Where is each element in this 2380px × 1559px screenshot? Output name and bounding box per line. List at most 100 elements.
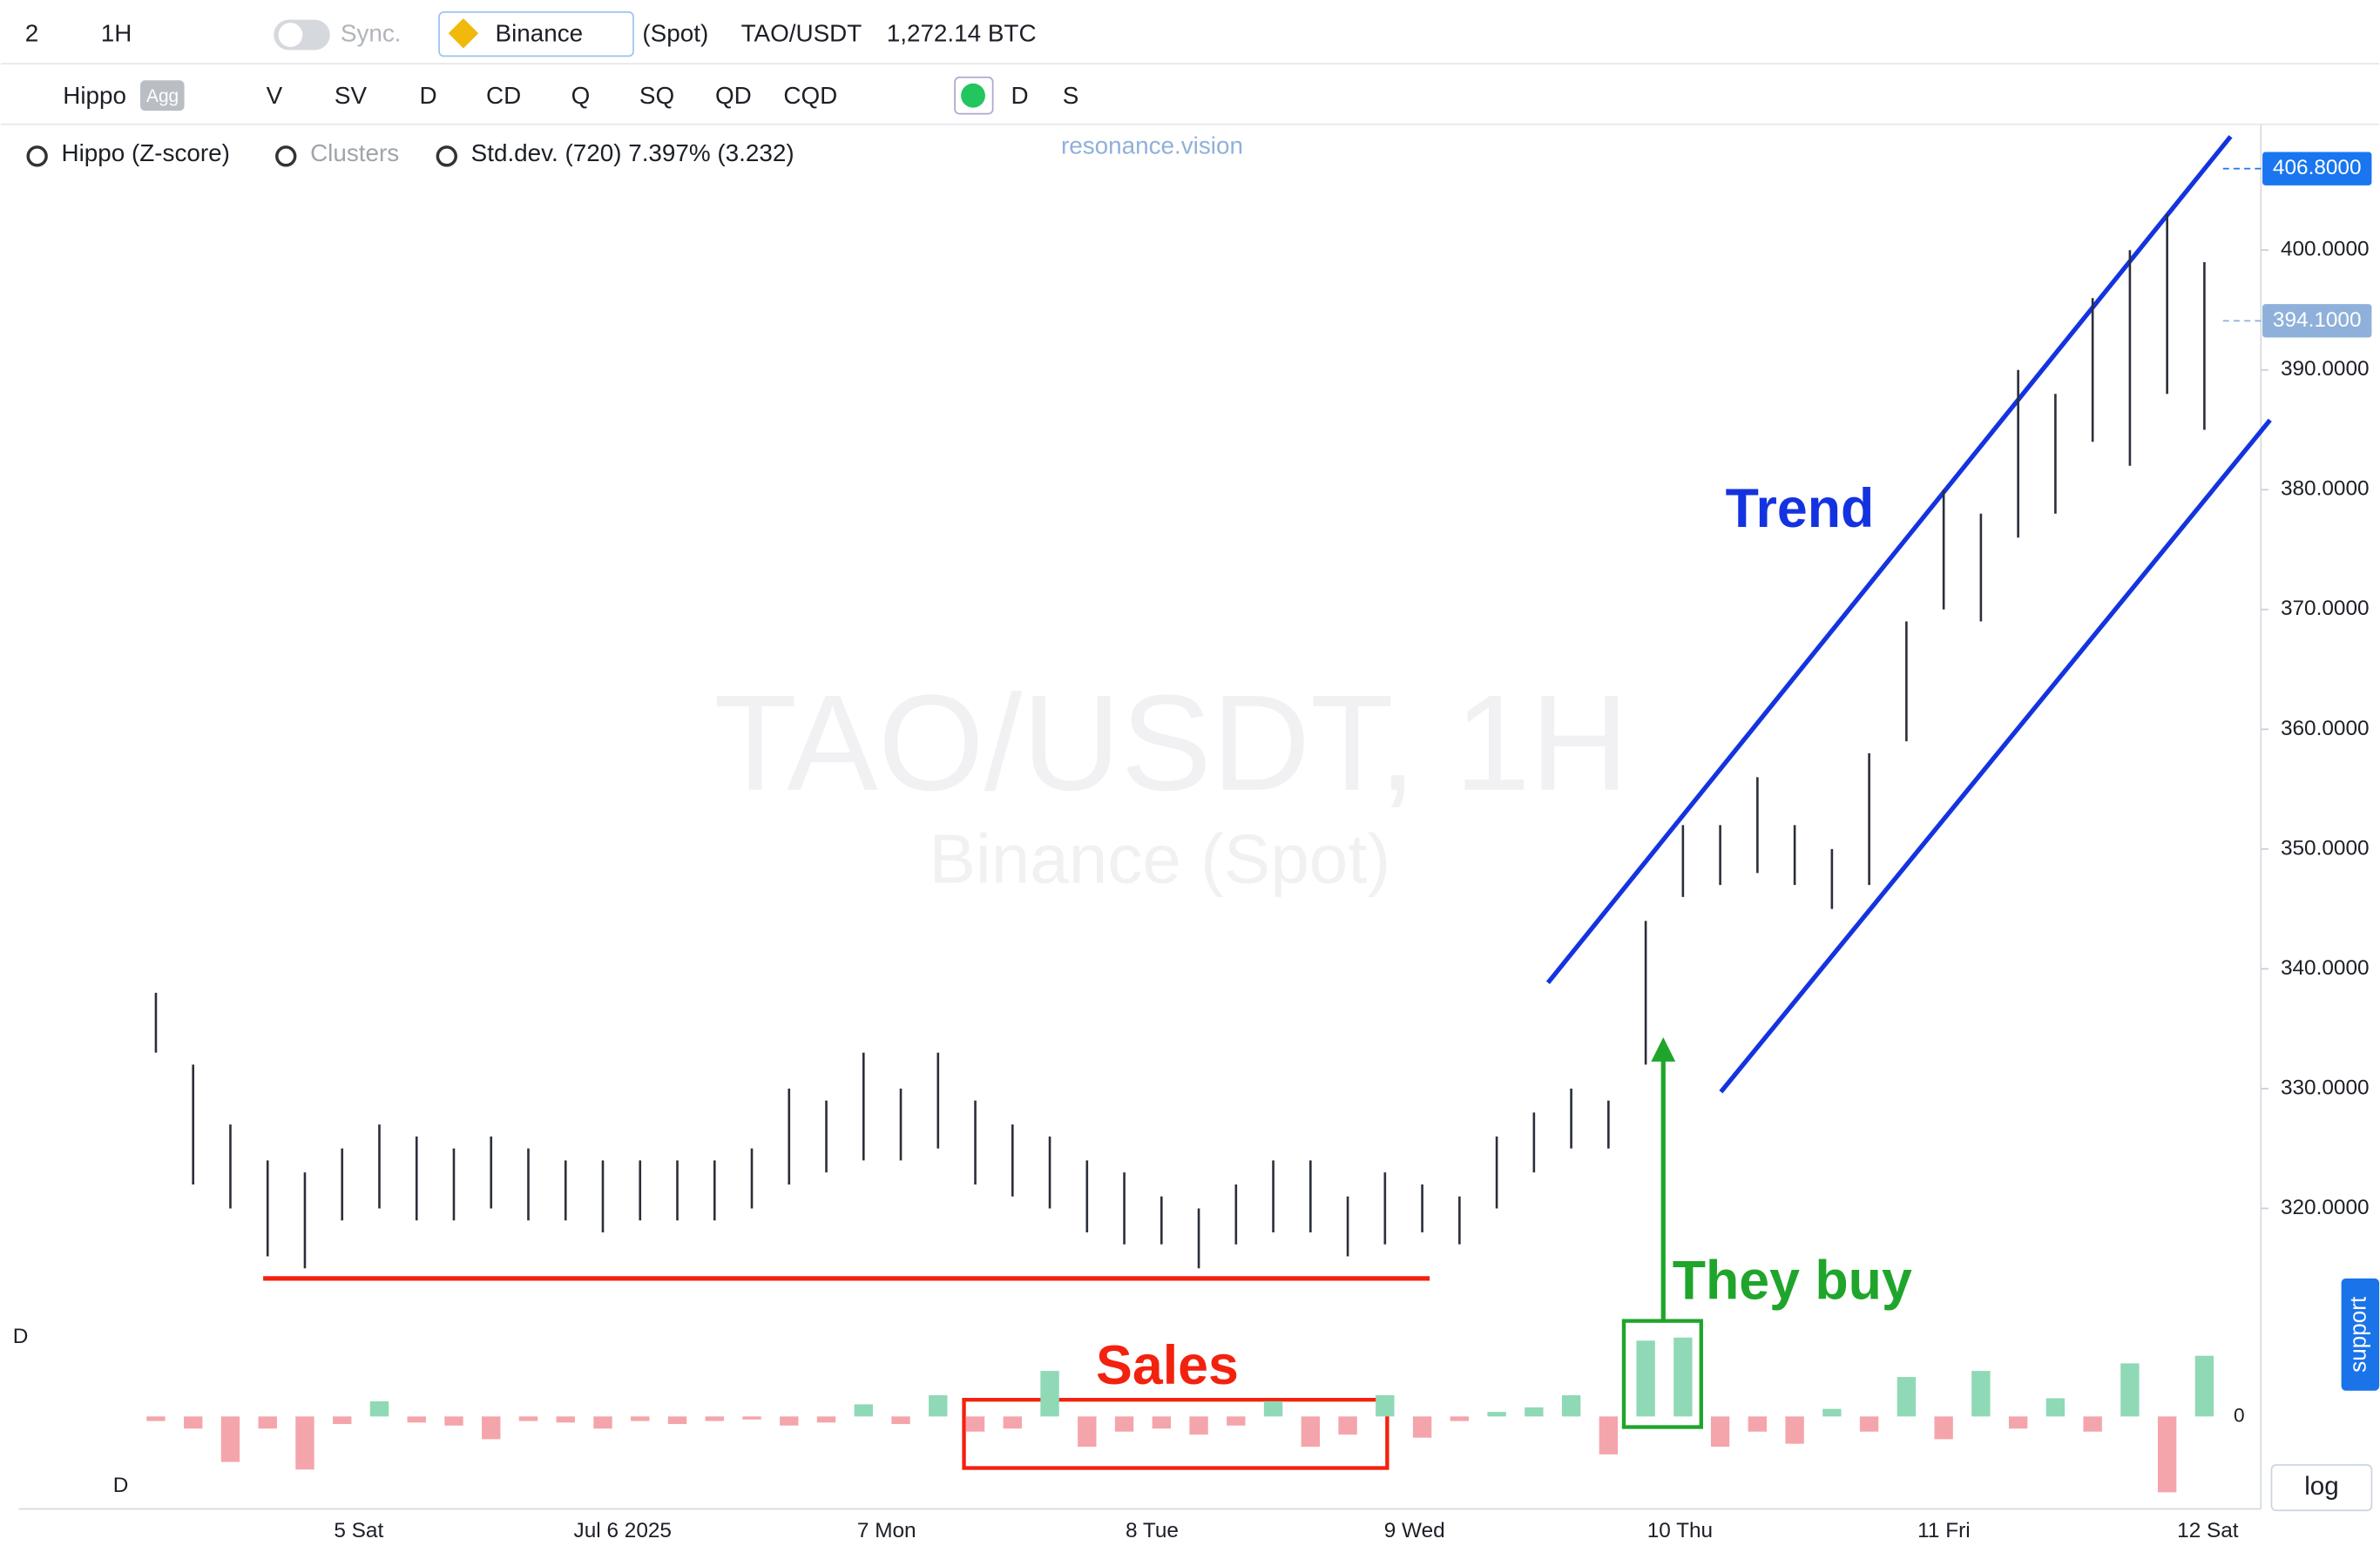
log-button[interactable] xyxy=(2270,1464,2373,1512)
annotation: Trend xyxy=(1726,478,1875,539)
toolbar-item[interactable]: Sync. xyxy=(341,19,402,46)
watermark-subtitle: Binance (Spot) xyxy=(930,820,1391,898)
delta-bar xyxy=(1897,1377,1917,1417)
delta-bar xyxy=(2083,1416,2102,1432)
delta-bar xyxy=(667,1416,687,1425)
delta-bar xyxy=(146,1416,166,1421)
exchange-select[interactable] xyxy=(438,11,634,57)
toolbar-item[interactable]: SV xyxy=(335,82,368,109)
y-tick-label: 370.0000 xyxy=(2281,597,2370,620)
buy-box xyxy=(1621,1319,1703,1429)
toolbar-item[interactable]: CQD xyxy=(783,82,837,109)
delta-bar xyxy=(705,1416,724,1421)
delta-bar xyxy=(518,1416,538,1421)
eye-icon xyxy=(275,145,297,167)
delta-bar xyxy=(891,1416,910,1425)
toolbar-item[interactable]: Q xyxy=(571,82,591,109)
delta-bar xyxy=(1636,1340,1655,1417)
y-tick-label: 340.0000 xyxy=(2281,956,2370,980)
delta-bar xyxy=(593,1416,612,1429)
delta-bar xyxy=(2008,1416,2028,1429)
x-tick-label: 7 Mon xyxy=(857,1519,916,1542)
trend-line-lower xyxy=(1719,418,2272,1094)
price-badge xyxy=(2262,152,2372,186)
trend-line-upper xyxy=(1545,135,2233,984)
delta-bar xyxy=(1412,1416,1432,1438)
delta-bar xyxy=(1263,1400,1283,1417)
support-tab[interactable] xyxy=(2341,1278,2380,1391)
toolbar-item[interactable]: D xyxy=(1011,82,1029,109)
delta-bar xyxy=(1934,1416,1953,1440)
delta-bar xyxy=(1748,1416,1768,1432)
delta-bar xyxy=(1301,1416,1321,1448)
delta-bar xyxy=(742,1416,761,1420)
toolbar-item[interactable]: SQ xyxy=(639,82,674,109)
legend-item[interactable]: Std.dev. (720) 7.397% (3.232) xyxy=(471,139,794,166)
add-icon xyxy=(961,83,985,108)
toolbar-item[interactable]: 1H xyxy=(101,19,132,46)
toolbar-item[interactable]: V xyxy=(267,82,283,109)
price-badge xyxy=(2262,304,2372,338)
delta-bar xyxy=(1822,1408,1842,1417)
y-tick-label: 350.0000 xyxy=(2281,836,2370,860)
delta-bar xyxy=(556,1416,575,1423)
delta-bar xyxy=(1450,1416,1470,1421)
toolbar-item[interactable]: QD xyxy=(715,82,752,109)
delta-bar xyxy=(1338,1416,1357,1435)
legend-item[interactable]: Hippo (Z-score) xyxy=(62,139,230,166)
delta-bar xyxy=(444,1416,463,1426)
delta-bar xyxy=(1078,1416,1097,1448)
y-tick-label: 320.0000 xyxy=(2281,1196,2370,1219)
delta-bar xyxy=(1599,1416,1619,1454)
log-label[interactable]: log xyxy=(2304,1472,2339,1501)
x-tick-label: 12 Sat xyxy=(2177,1519,2239,1542)
delta-bar xyxy=(333,1416,352,1425)
add-button[interactable] xyxy=(954,76,994,115)
toolbar-item[interactable]: S xyxy=(1063,82,1079,109)
delta-bar xyxy=(780,1416,799,1426)
delta-bar xyxy=(369,1400,389,1417)
delta-bar xyxy=(1673,1337,1693,1417)
y-tick-label: 380.0000 xyxy=(2281,477,2370,501)
delta-bar xyxy=(2157,1416,2177,1493)
delta-bar xyxy=(1785,1416,1804,1444)
agg-badge xyxy=(140,80,185,111)
toolbar-item[interactable]: 2 xyxy=(25,19,39,46)
legend-item[interactable]: Clusters xyxy=(310,139,399,166)
support-label[interactable]: support xyxy=(2344,1296,2370,1373)
toolbar-item[interactable]: Hippo xyxy=(63,82,126,109)
delta-bar xyxy=(1114,1416,1134,1432)
x-tick-label: Jul 6 2025 xyxy=(574,1519,672,1542)
toolbar-item[interactable]: TAO/USDT xyxy=(741,19,862,46)
delta-bar xyxy=(816,1416,836,1423)
toolbar-item[interactable]: (Spot) xyxy=(642,19,708,46)
delta-bar xyxy=(2045,1398,2066,1417)
toolbar-item[interactable]: D xyxy=(419,82,436,109)
x-tick-label: 5 Sat xyxy=(334,1519,383,1542)
x-tick-label: 8 Tue xyxy=(1126,1519,1179,1542)
toolbar-item[interactable]: CD xyxy=(486,82,521,109)
delta-bar xyxy=(1971,1371,1991,1417)
eye-icon xyxy=(436,145,457,167)
eye-icon xyxy=(26,145,48,167)
delta-bar xyxy=(482,1416,501,1440)
delta-bar xyxy=(258,1416,277,1429)
delta-bar xyxy=(965,1416,985,1432)
delta-bar xyxy=(1487,1412,1506,1417)
delta-bar xyxy=(929,1394,948,1417)
panel-label: D xyxy=(113,1474,129,1497)
x-tick-label: 9 Wed xyxy=(1384,1519,1445,1542)
texts: TAO/USDT, 1H Binance (Spot) Trend They b… xyxy=(13,132,2371,1501)
price-badge-label: 406.8000 xyxy=(2273,156,2362,179)
delta-bar xyxy=(1003,1416,1022,1429)
y-tick-label: 390.0000 xyxy=(2281,357,2370,381)
watermark-title: TAO/USDT, 1H xyxy=(713,667,1629,820)
delta-bar xyxy=(854,1404,873,1417)
toolbar-item[interactable]: 1,272.14 BTC xyxy=(887,19,1037,46)
toolbar-item[interactable]: Agg xyxy=(146,86,179,106)
y-tick-label: 400.0000 xyxy=(2281,238,2370,261)
toolbar-item[interactable]: Binance xyxy=(496,19,584,46)
